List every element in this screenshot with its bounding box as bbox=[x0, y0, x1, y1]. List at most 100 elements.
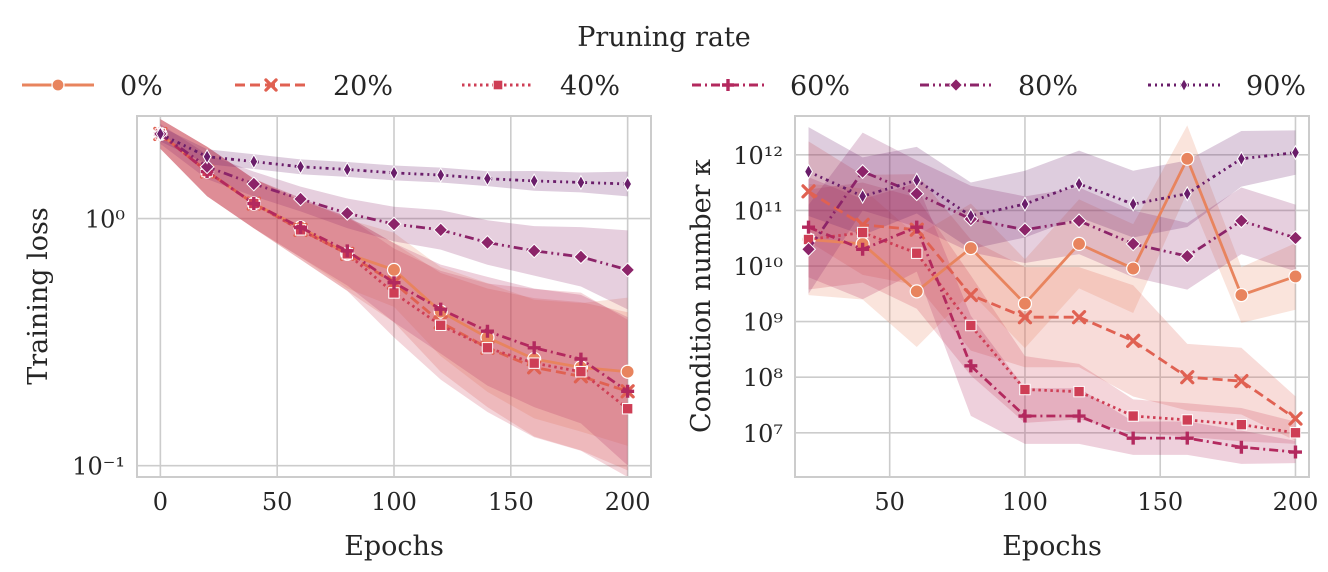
data-point-20pct bbox=[801, 184, 816, 199]
data-point-40pct bbox=[481, 342, 494, 354]
data-point-0pct bbox=[909, 284, 924, 299]
legend-label: 90% bbox=[1246, 71, 1306, 102]
data-point-90pct bbox=[202, 148, 212, 165]
data-point-60pct bbox=[340, 244, 354, 258]
data-point-80pct bbox=[1233, 213, 1249, 229]
x-tick-label: 200 bbox=[605, 488, 651, 516]
band-0pct bbox=[808, 125, 1296, 349]
data-point-90pct bbox=[1182, 185, 1192, 202]
y-tick-label: 10⁻¹ bbox=[72, 453, 125, 481]
data-point-90pct bbox=[623, 176, 633, 192]
data-point-60pct bbox=[247, 197, 261, 211]
data-point-90pct bbox=[1074, 176, 1084, 192]
y-tick-label: 10⁸ bbox=[743, 364, 783, 392]
data-point-80pct bbox=[339, 205, 355, 221]
data-point-20pct bbox=[1071, 310, 1087, 325]
legend-marker-icon bbox=[948, 77, 964, 93]
training-loss-ticks: 0 50 100 150 200 10⁻¹ 10⁰ bbox=[72, 206, 650, 516]
data-point-60pct bbox=[910, 220, 924, 234]
legend: Pruning rate 0% 20% 40% 60% 80% 90% bbox=[22, 22, 1306, 102]
data-point-60pct bbox=[1072, 409, 1086, 423]
data-point-90pct bbox=[1128, 196, 1138, 212]
data-point-60pct bbox=[802, 220, 816, 234]
data-point-90pct bbox=[576, 174, 586, 191]
legend-item-20pct: 20% bbox=[235, 71, 393, 102]
data-point-90pct bbox=[1290, 144, 1300, 161]
condition-number-bands bbox=[808, 125, 1296, 464]
legend-item-90pct: 90% bbox=[1148, 71, 1306, 102]
data-point-90pct bbox=[296, 158, 306, 175]
data-point-60pct bbox=[527, 341, 541, 355]
data-point-40pct bbox=[1019, 383, 1031, 396]
data-point-90pct bbox=[1236, 150, 1246, 167]
data-point-0pct bbox=[1017, 296, 1033, 311]
data-point-40pct bbox=[1073, 385, 1085, 398]
condition-number-ylabel: Condition number κ bbox=[686, 159, 717, 433]
x-tick-label: 100 bbox=[371, 488, 417, 516]
data-point-60pct bbox=[1018, 409, 1032, 423]
series-line-90pct bbox=[159, 132, 628, 186]
data-point-40pct bbox=[1235, 418, 1248, 431]
data-point-60pct bbox=[1288, 445, 1302, 459]
data-point-80pct bbox=[246, 176, 262, 192]
legend-label: 40% bbox=[560, 71, 620, 102]
legend-marker-icon bbox=[492, 79, 504, 91]
data-point-80pct bbox=[573, 249, 589, 265]
series-line-40pct bbox=[808, 231, 1296, 435]
legend-title: Pruning rate bbox=[577, 22, 751, 53]
data-point-80pct bbox=[1287, 230, 1304, 246]
data-point-40pct bbox=[965, 319, 977, 332]
data-point-90pct bbox=[389, 165, 399, 181]
data-point-90pct bbox=[1020, 196, 1030, 212]
data-point-60pct bbox=[294, 221, 308, 235]
data-point-60pct bbox=[964, 359, 978, 373]
legend-marker-icon bbox=[722, 79, 734, 91]
data-point-90pct bbox=[342, 161, 352, 178]
data-point-20pct bbox=[963, 287, 978, 303]
data-point-0pct bbox=[1288, 269, 1303, 284]
data-point-80pct bbox=[909, 186, 925, 202]
y-tick-label: 10⁹ bbox=[743, 309, 784, 337]
data-point-90pct bbox=[804, 163, 814, 180]
data-point-40pct bbox=[856, 226, 869, 239]
legend-item-40pct: 40% bbox=[462, 71, 620, 102]
band-20pct bbox=[808, 141, 1296, 441]
data-point-90pct bbox=[155, 126, 165, 142]
band-60pct bbox=[808, 177, 1296, 464]
data-point-80pct bbox=[293, 191, 309, 207]
series-line-60pct bbox=[159, 132, 629, 393]
data-point-90pct bbox=[912, 172, 922, 189]
data-point-40pct bbox=[575, 366, 587, 378]
data-point-90pct bbox=[858, 188, 868, 205]
data-point-60pct bbox=[1126, 431, 1140, 445]
y-tick-label: 10¹⁰ bbox=[733, 253, 783, 281]
legend-marker-icon bbox=[264, 78, 278, 92]
series-line-20pct bbox=[807, 190, 1297, 420]
data-point-90pct bbox=[482, 170, 492, 187]
y-tick-label: 10⁰ bbox=[85, 206, 125, 234]
data-point-40pct bbox=[528, 357, 540, 369]
data-point-40pct bbox=[911, 247, 923, 259]
legend-label: 60% bbox=[790, 71, 850, 102]
legend-label: 0% bbox=[120, 71, 163, 102]
data-point-0pct bbox=[1180, 151, 1195, 166]
condition-number-ticks: 50 100 150 200 10⁷ 10⁸ 10⁹ 10¹⁰ 10¹¹ 10¹² bbox=[733, 142, 1318, 516]
series-line-0pct bbox=[808, 155, 1296, 306]
condition-number-lines bbox=[800, 144, 1304, 459]
data-point-60pct bbox=[1234, 440, 1248, 454]
x-tick-label: 150 bbox=[1137, 488, 1183, 516]
data-point-60pct bbox=[856, 242, 870, 256]
series-line-60pct bbox=[807, 225, 1296, 454]
condition-number-xlabel: Epochs bbox=[1002, 531, 1102, 562]
legend-item-0pct: 0% bbox=[22, 71, 163, 102]
data-point-80pct bbox=[1125, 236, 1141, 252]
legend-marker-icon bbox=[1179, 77, 1189, 93]
series-line-80pct bbox=[807, 169, 1296, 258]
y-tick-label: 10¹¹ bbox=[733, 197, 783, 225]
data-point-90pct bbox=[966, 207, 976, 224]
data-point-80pct bbox=[433, 222, 449, 238]
y-tick-label: 10⁷ bbox=[743, 420, 783, 448]
data-point-60pct bbox=[387, 276, 401, 290]
data-point-20pct bbox=[1126, 333, 1141, 348]
